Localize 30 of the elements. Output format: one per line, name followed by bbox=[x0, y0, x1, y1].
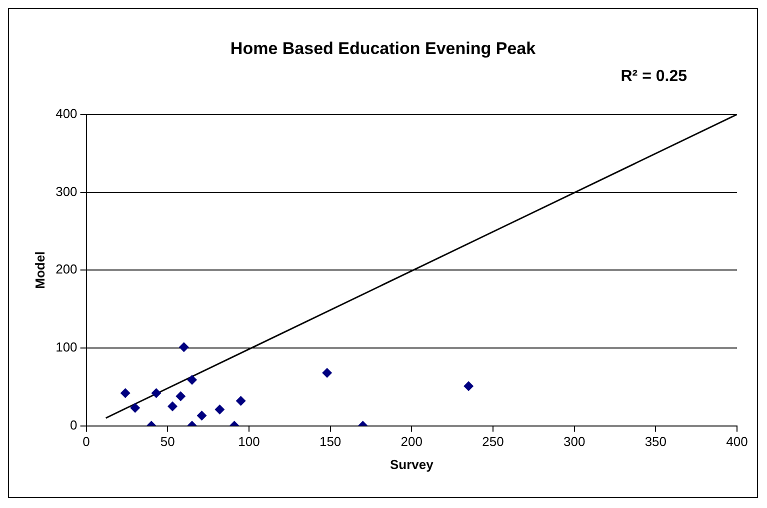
y-tick-label: 100 bbox=[56, 340, 78, 355]
y-tick-label: 0 bbox=[70, 417, 78, 432]
text: R² = 0.25 bbox=[620, 68, 688, 85]
point bbox=[151, 388, 162, 398]
x-tick-label: 50 bbox=[160, 434, 175, 450]
x-tick-label: 300 bbox=[563, 434, 586, 450]
point bbox=[130, 402, 140, 413]
y-axis-title: Model bbox=[32, 251, 48, 289]
chart-title: Home Based Education Evening Peak bbox=[230, 38, 536, 58]
x-tick-label: 400 bbox=[726, 434, 748, 450]
x-tick-label: 250 bbox=[482, 434, 504, 450]
x-tick-label: 150 bbox=[319, 434, 342, 450]
point bbox=[168, 401, 178, 412]
point bbox=[176, 391, 186, 402]
y-tick-label: 300 bbox=[56, 184, 78, 199]
point bbox=[236, 396, 246, 406]
x-tick-label: 350 bbox=[644, 434, 667, 450]
x-axis-title: Survey bbox=[390, 456, 434, 472]
point bbox=[214, 404, 225, 414]
point bbox=[196, 410, 207, 421]
x-tick-label: 0 bbox=[82, 434, 90, 450]
point bbox=[178, 342, 189, 352]
point bbox=[120, 388, 130, 398]
x-tick-label: 100 bbox=[238, 434, 260, 450]
y-tick-label: 400 bbox=[56, 106, 78, 121]
point bbox=[464, 381, 474, 392]
point bbox=[322, 368, 332, 378]
y-tick-label: 200 bbox=[56, 262, 78, 277]
point bbox=[187, 374, 198, 385]
x-tick-label: 200 bbox=[400, 434, 422, 450]
